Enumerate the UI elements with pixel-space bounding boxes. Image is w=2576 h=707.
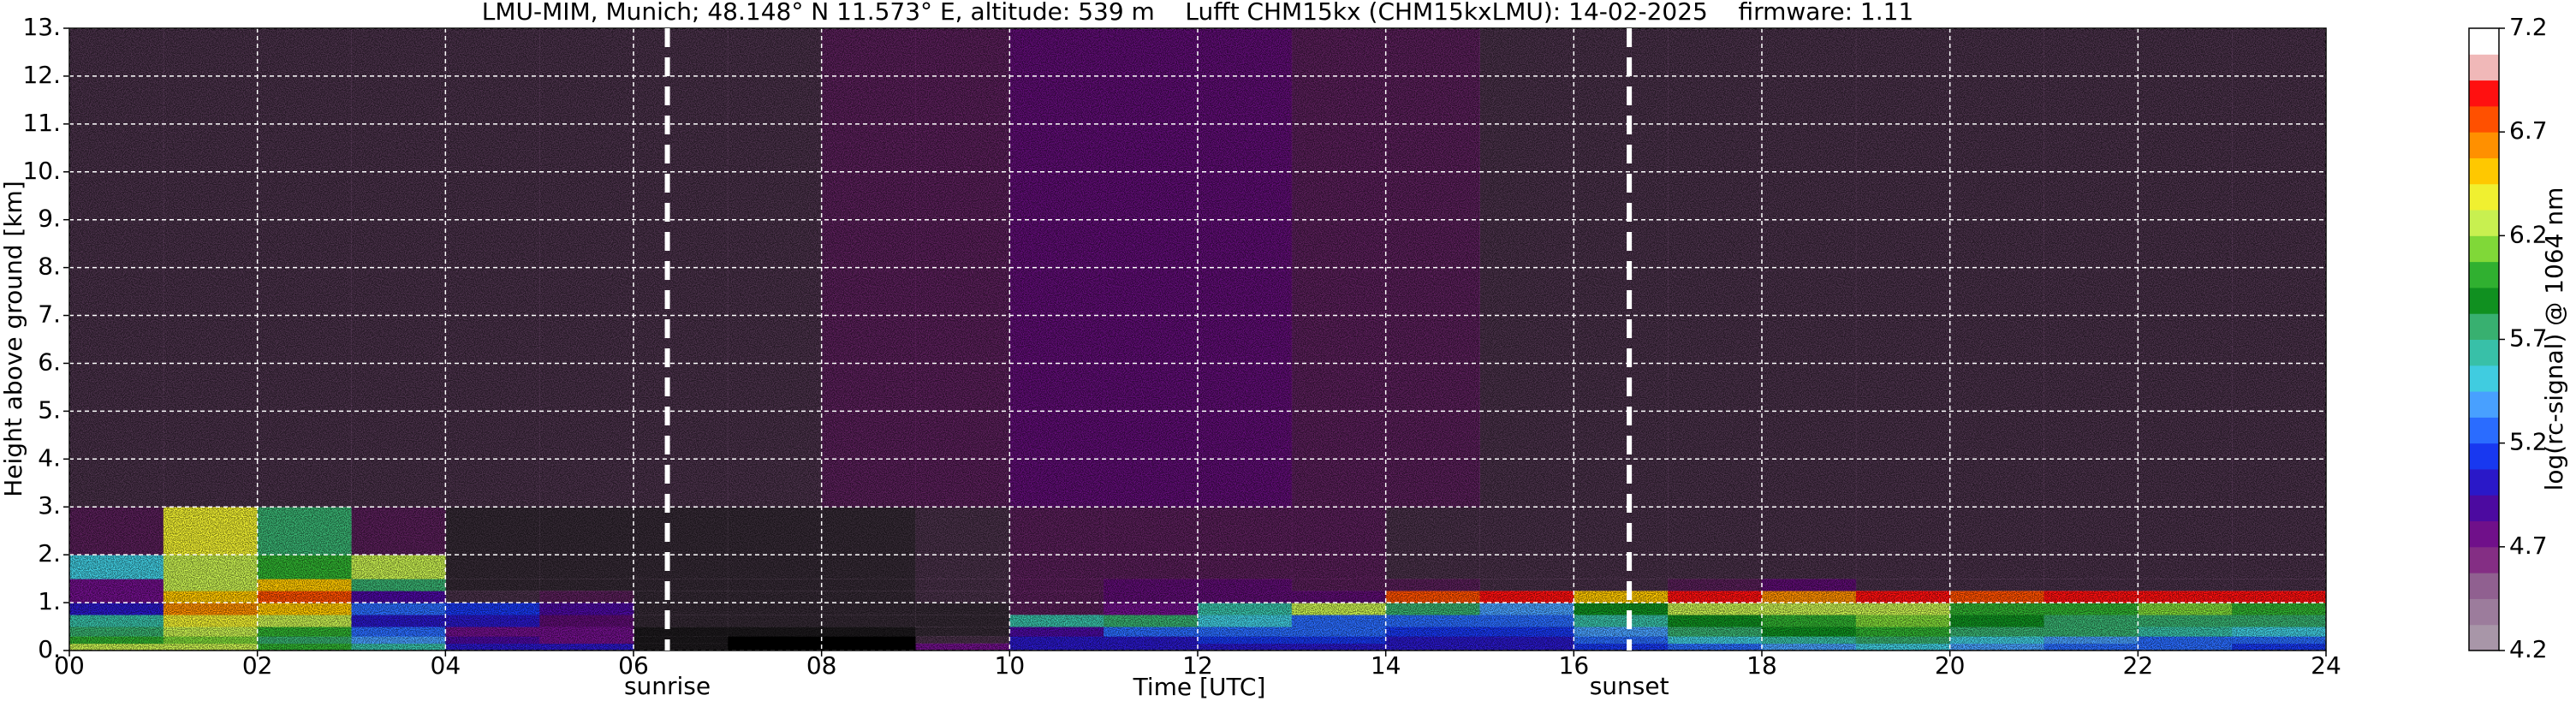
colorbar-swatch bbox=[2469, 468, 2499, 496]
colorbar-swatch bbox=[2469, 132, 2499, 158]
sun-label: sunset bbox=[1590, 672, 1669, 700]
plot-frame bbox=[68, 27, 2327, 651]
x-tick-label: 02 bbox=[242, 651, 273, 680]
y-tick-label: 12. bbox=[22, 61, 61, 89]
x-tick-label: 24 bbox=[2311, 651, 2341, 680]
colorbar-swatch bbox=[2469, 339, 2499, 366]
x-tick-label: 14 bbox=[1371, 651, 1401, 680]
colorbar-swatch bbox=[2469, 495, 2499, 522]
x-tick-label: 10 bbox=[995, 651, 1026, 680]
overlay: 0. 1. 2. 3. 4. 5. 6. 7. 8. 9. 10. 11. 12. 13. 00 02 04 06… bbox=[22, 13, 2547, 700]
x-tick-label: 04 bbox=[431, 651, 461, 680]
colorbar-swatch bbox=[2469, 391, 2499, 418]
colorbar-swatch bbox=[2469, 235, 2499, 263]
y-tick-label: 11. bbox=[22, 109, 61, 137]
colorbar-swatch bbox=[2469, 287, 2499, 314]
x-tick-label: 06 bbox=[618, 651, 649, 680]
y-tick-label: 5. bbox=[38, 395, 61, 424]
colorbar-tick-label: 5.2 bbox=[2509, 428, 2548, 456]
chart-title: LMU-MIM, Munich; 48.148° N 11.573° E, al… bbox=[482, 0, 1914, 26]
colorbar-swatch bbox=[2469, 598, 2499, 626]
colorbar-tick-label: 6.2 bbox=[2509, 220, 2548, 248]
colorbar-swatch bbox=[2469, 417, 2499, 444]
colorbar-swatch bbox=[2469, 546, 2499, 573]
x-tick-label: 12 bbox=[1182, 651, 1213, 680]
y-tick-label: 0. bbox=[38, 635, 61, 663]
y-tick-label: 7. bbox=[38, 300, 61, 329]
x-tick-label: 08 bbox=[806, 651, 837, 680]
colorbar-swatch bbox=[2469, 573, 2499, 599]
y-tick-label: 9. bbox=[38, 205, 61, 233]
colorbar-swatch bbox=[2469, 157, 2499, 185]
y-tick-label: 2. bbox=[38, 539, 61, 567]
colorbar-tick-label: 4.2 bbox=[2509, 635, 2548, 663]
colorbar-swatch bbox=[2469, 624, 2499, 651]
colorbar-swatch bbox=[2469, 183, 2499, 211]
colorbar-swatch bbox=[2469, 210, 2499, 236]
y-axis-label: Height above ground [km] bbox=[0, 181, 27, 497]
colorbar-swatch bbox=[2469, 365, 2499, 392]
y-tick-label: 3. bbox=[38, 491, 61, 520]
colorbar-swatch bbox=[2469, 28, 2499, 55]
colorbar-swatch bbox=[2469, 313, 2499, 340]
colorbar-swatch bbox=[2469, 261, 2499, 288]
colorbar-tick-label: 7.2 bbox=[2509, 13, 2548, 41]
x-tick-label: 00 bbox=[54, 651, 85, 680]
colorbar-swatch bbox=[2469, 443, 2499, 470]
x-tick-label: 16 bbox=[1559, 651, 1590, 680]
y-tick-label: 6. bbox=[38, 348, 61, 376]
y-tick-label: 1. bbox=[38, 587, 61, 615]
colorbar-swatch bbox=[2469, 54, 2499, 81]
x-axis-label: Time [UTC] bbox=[1133, 673, 1266, 701]
colorbar-tick-label: 4.7 bbox=[2509, 532, 2548, 560]
y-tick-label: 13. bbox=[22, 13, 61, 41]
x-tick-label: 20 bbox=[1935, 651, 1966, 680]
colorbar-swatch bbox=[2469, 105, 2499, 133]
x-tick-label: 18 bbox=[1746, 651, 1777, 680]
sun-label: sunrise bbox=[624, 672, 711, 700]
colorbar-swatch bbox=[2469, 520, 2499, 548]
colorbar-swatch bbox=[2469, 80, 2499, 107]
y-tick-label: 4. bbox=[38, 443, 61, 472]
colorbar-tick-label: 5.7 bbox=[2509, 324, 2548, 353]
colorbar-label: log(rc-signal) @ 1064 nm bbox=[2540, 187, 2568, 491]
colorbar-tick-label: 6.7 bbox=[2509, 116, 2548, 145]
x-tick-label: 22 bbox=[2123, 651, 2154, 680]
y-tick-label: 8. bbox=[38, 253, 61, 281]
y-tick-label: 10. bbox=[22, 157, 61, 185]
